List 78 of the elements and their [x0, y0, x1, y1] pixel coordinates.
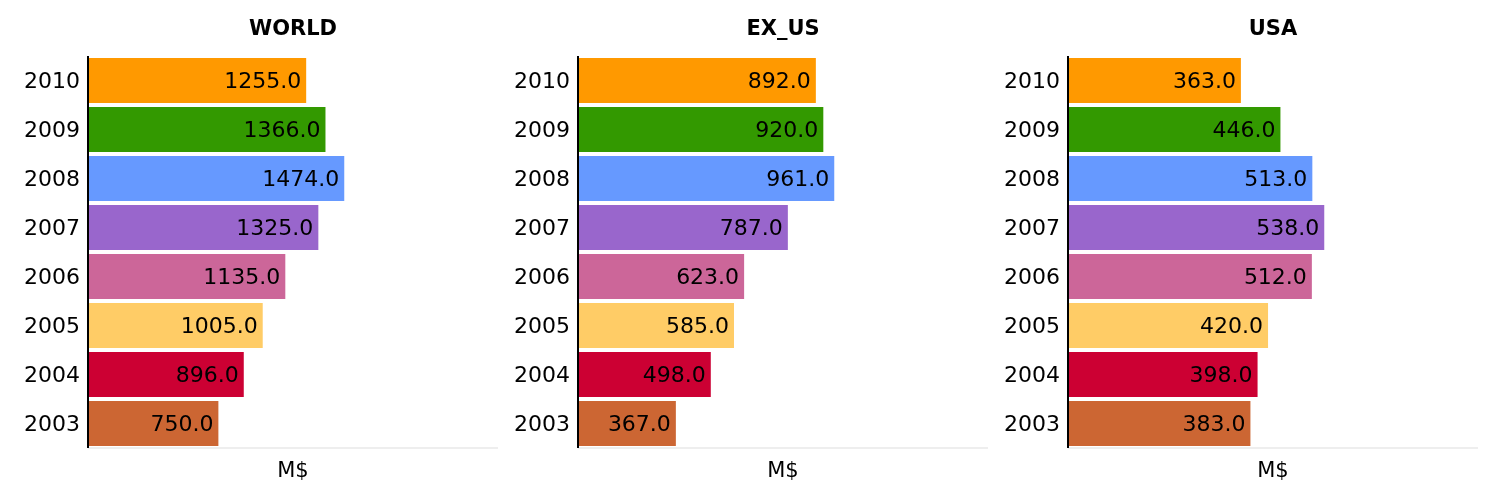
data-label: 1255.0 — [224, 68, 302, 94]
x-axis-title: M$ — [276, 458, 310, 481]
data-label: 1366.0 — [243, 117, 321, 143]
y-tick-label: 2003 — [24, 411, 80, 437]
bar — [88, 156, 345, 201]
data-label: 363.0 — [1172, 68, 1236, 94]
y-tick-label: 2010 — [1004, 68, 1060, 94]
data-label: 585.0 — [666, 313, 729, 339]
data-label: 750.0 — [150, 411, 214, 437]
y-tick-label: 2004 — [1004, 362, 1060, 388]
data-label: 446.0 — [1212, 117, 1276, 143]
bar — [578, 205, 788, 250]
data-label: 498.0 — [642, 362, 706, 388]
data-label: 787.0 — [719, 215, 783, 241]
data-label: 398.0 — [1189, 362, 1253, 388]
x-axis-title: M$ — [1256, 458, 1290, 481]
bar — [88, 303, 263, 348]
y-tick-label: 2007 — [1004, 215, 1060, 241]
data-label: 623.0 — [676, 264, 740, 290]
bar — [88, 107, 326, 152]
bar — [578, 107, 824, 152]
chart-title: WORLD — [248, 15, 338, 42]
bar — [1068, 352, 1258, 397]
y-tick-label: 2008 — [1004, 166, 1060, 192]
y-tick-label: 2003 — [1004, 411, 1060, 437]
data-label: 383.0 — [1182, 411, 1246, 437]
y-tick-label: 2009 — [514, 117, 570, 143]
y-tick-label: 2006 — [514, 264, 570, 290]
data-label: 1474.0 — [262, 166, 340, 192]
data-label: 961.0 — [766, 166, 830, 192]
bar — [1068, 401, 1251, 446]
data-label: 892.0 — [747, 68, 811, 94]
bar — [88, 401, 219, 446]
data-label: 513.0 — [1244, 166, 1308, 192]
y-tick-label: 2006 — [1004, 264, 1060, 290]
y-tick-label: 2009 — [1004, 117, 1060, 143]
y-tick-label: 2007 — [514, 215, 570, 241]
y-tick-label: 2006 — [24, 264, 80, 290]
data-label: 920.0 — [755, 117, 819, 143]
y-tick-label: 2005 — [24, 313, 80, 339]
bar — [578, 401, 676, 446]
x-axis-title: M$ — [766, 458, 800, 481]
bar — [88, 58, 307, 103]
bar — [1068, 254, 1312, 299]
y-tick-label: 2010 — [24, 68, 80, 94]
chart-title: USA — [1247, 15, 1299, 42]
bar — [1068, 107, 1281, 152]
data-label: 1005.0 — [180, 313, 258, 339]
bar — [88, 352, 244, 397]
bar — [1068, 205, 1325, 250]
bar — [578, 156, 835, 201]
y-tick-label: 2007 — [24, 215, 80, 241]
bar — [578, 58, 816, 103]
y-tick-label: 2004 — [24, 362, 80, 388]
bar — [578, 303, 734, 348]
y-tick-label: 2008 — [514, 166, 570, 192]
data-label: 538.0 — [1256, 215, 1320, 241]
bar — [578, 254, 745, 299]
data-label: 1135.0 — [203, 264, 281, 290]
y-tick-label: 2009 — [24, 117, 80, 143]
bar — [88, 205, 319, 250]
bar — [1068, 303, 1269, 348]
y-tick-label: 2004 — [514, 362, 570, 388]
data-label: 367.0 — [607, 411, 671, 437]
chart-title: EX_US — [745, 15, 821, 42]
bar — [1068, 156, 1313, 201]
y-tick-label: 2008 — [24, 166, 80, 192]
data-label: 420.0 — [1200, 313, 1264, 339]
data-label: 512.0 — [1243, 264, 1307, 290]
bar — [578, 352, 711, 397]
data-label: 896.0 — [175, 362, 239, 388]
y-tick-label: 2003 — [514, 411, 570, 437]
data-label: 1325.0 — [236, 215, 314, 241]
bar — [88, 254, 286, 299]
bar — [1068, 58, 1241, 103]
y-tick-label: 2005 — [514, 313, 570, 339]
y-tick-label: 2010 — [514, 68, 570, 94]
y-tick-label: 2005 — [1004, 313, 1060, 339]
